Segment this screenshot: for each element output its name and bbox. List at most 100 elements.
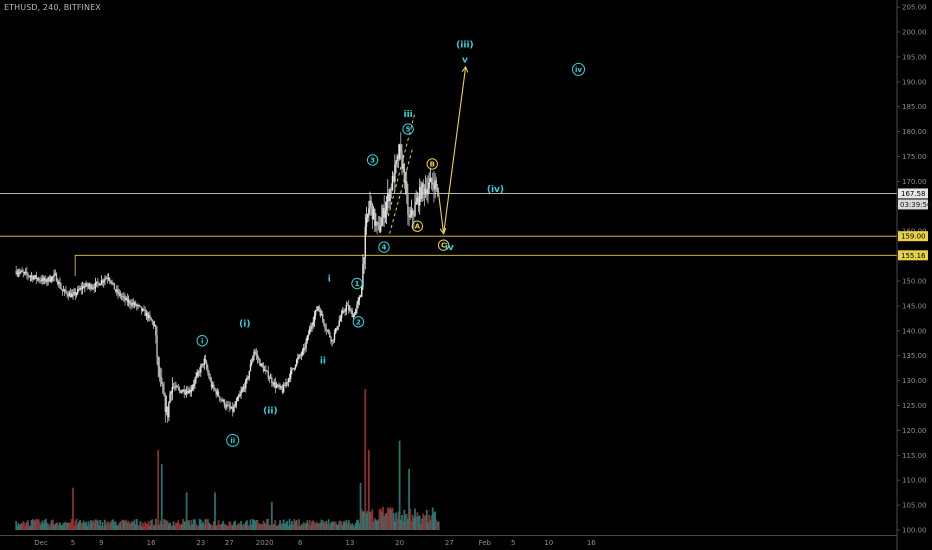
volume-bar [305,523,308,530]
candle-body [377,222,379,226]
volume-bar [138,525,141,530]
volume-bar [278,524,280,530]
volume-bar [298,519,300,530]
candle-body [395,161,397,165]
price-badge-text: 159.00 [901,233,926,241]
candle-body [163,392,165,396]
volume-bar [191,523,194,530]
volume-bar [415,516,418,530]
wave-label-B-13-ring [426,158,438,170]
volume-bar [38,522,41,530]
countdown-badge [898,199,928,210]
volume-bar [261,524,264,530]
volume-bar [201,523,203,530]
volume-bar [299,526,302,530]
candle-body [235,401,237,406]
volume-bar [51,519,54,530]
volume-bar [37,518,40,530]
volume-bar [205,520,208,530]
candle-body [308,328,311,335]
candle-body [288,378,291,380]
candle-body [378,225,381,232]
volume-bar [287,525,290,530]
volume-bar [229,521,232,530]
y-axis-panel [897,0,932,550]
candle-body [330,336,332,342]
candle-body [435,180,437,188]
candle-body [156,335,158,357]
wave-label-iii-11: iii [403,110,412,120]
candle-body [124,296,126,301]
volume-bar [416,512,419,530]
candle-body [159,376,162,379]
volume-bar [87,521,90,530]
candle-body [401,151,403,169]
candle-body [372,208,375,220]
volume-bar [100,526,103,530]
volume-bar [233,522,235,530]
candle-body [217,391,220,397]
volume-bar [266,519,268,530]
candle-body [37,278,40,281]
volume-bar [139,521,142,530]
y-tick-label: 170.00 [902,178,927,186]
candle-body [165,406,168,412]
candle-body [331,339,333,342]
candle-body [21,270,23,272]
candle-body [273,382,275,385]
candle-body [336,328,338,330]
volume-bar [132,521,135,530]
volume-bar [311,521,313,530]
candle-body [404,181,407,183]
volume-bar [159,520,162,530]
wave-label-iv-19-ring [572,62,586,76]
candle-body [297,357,299,360]
volume-bar [79,519,81,530]
candle-body [51,276,53,281]
volume-bar [262,520,265,530]
candle-body [66,292,68,295]
candle-body [280,386,282,389]
candle-body [127,300,130,303]
volume-bar [356,520,358,530]
candle-body [324,324,326,329]
volume-bar [33,519,35,530]
candle-body [15,271,17,275]
candle-body [369,200,371,209]
candle-body [68,293,71,297]
candle-body [312,322,314,326]
volume-bar [98,525,100,530]
wave-label-ii-5: ii [320,357,326,367]
volume-bar [255,520,258,530]
volume-bar [389,507,392,530]
volume-bar [234,520,237,530]
candle-body [237,396,240,398]
wave-label-2-7: 2 [356,318,361,326]
volume-bar [167,523,170,530]
volume-bar [431,507,434,530]
candle-body [155,325,157,336]
candle-body [98,282,100,286]
candle-body [319,309,322,316]
candle-body [394,164,396,182]
volume-bar [307,523,310,530]
candle-body [116,289,118,292]
candle-body [86,283,88,287]
volume-bar [140,526,143,530]
volume-bar [122,520,125,530]
candle-body [407,193,409,215]
volume-bar [170,525,173,530]
candle-body [359,296,362,298]
volume-bar [88,523,91,530]
volume-bar [424,515,427,530]
projection-path [438,65,469,235]
candle-body [266,370,268,372]
volume-bar [344,522,347,530]
candle-body [364,226,366,258]
volume-bar [57,525,60,530]
volume-bar [49,523,52,530]
candle-body [421,183,423,199]
candle-body [303,347,305,351]
